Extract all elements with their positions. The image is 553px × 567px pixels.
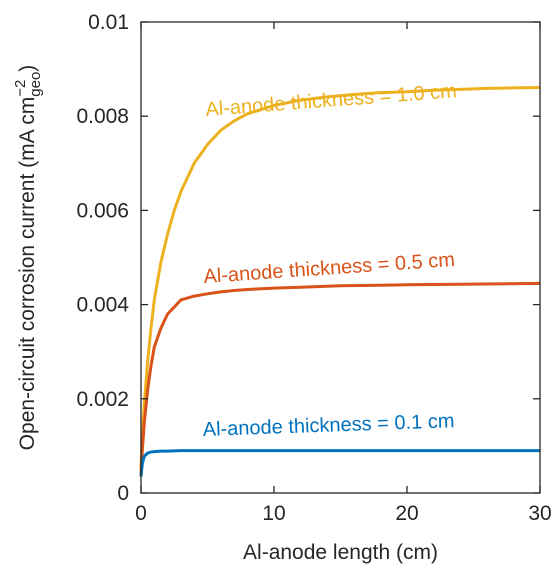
y-tick-label: 0.01 <box>88 11 129 34</box>
series-label-layer: Al-anode thickness = 1.0 cm Al-anode thic… <box>202 80 457 441</box>
x-tick-label: 30 <box>528 502 551 525</box>
series-label-2: Al-anode thickness = 0.5 cm <box>203 249 456 288</box>
axis-tick-layer: 0 10 20 30 0 0.002 0.004 0.006 0.008 0.01 <box>76 11 551 525</box>
series-label-3: Al-anode thickness = 0.1 cm <box>202 410 454 441</box>
series-line-1 <box>139 86 541 470</box>
y-tick-label: 0.004 <box>76 294 129 317</box>
series-line-2 <box>139 281 541 475</box>
x-tick-label: 20 <box>395 502 418 525</box>
series-label-1: Al-anode thickness = 1.0 cm <box>205 80 458 121</box>
y-axis-title-close: ) <box>16 65 39 72</box>
plot-area-frame <box>140 21 541 494</box>
y-axis-title-superscript: −2 <box>12 80 29 97</box>
series-line-3 <box>139 449 540 477</box>
y-axis-title-subscript: geo <box>27 72 44 97</box>
y-axis-title-main: Open-circuit corrosion current (mA cm <box>16 97 39 451</box>
x-axis-title: Al-anode length (cm) <box>243 541 438 564</box>
x-tick-label: 0 <box>135 502 147 525</box>
y-tick-label: 0 <box>117 482 129 505</box>
series-layer <box>139 86 541 477</box>
y-tick-label: 0.006 <box>76 199 129 222</box>
x-tick-label: 10 <box>262 502 285 525</box>
y-tick-label: 0.002 <box>76 388 129 411</box>
y-tick-label: 0.008 <box>76 105 129 128</box>
y-axis-title: Open-circuit corrosion current (mA cm−2g… <box>12 65 44 451</box>
